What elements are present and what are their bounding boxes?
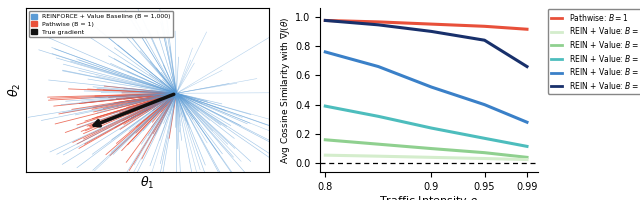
Y-axis label: $\theta_2$: $\theta_2$ [7, 83, 23, 97]
X-axis label: Traffic Intensity $\rho$: Traffic Intensity $\rho$ [379, 194, 479, 200]
Legend: REINFORCE + Value Baseline (B = 1,000), Pathwise (B = 1), True gradient: REINFORCE + Value Baseline (B = 1,000), … [29, 11, 173, 37]
Y-axis label: Avg Cossine Similarity with $\nabla J(\theta)$: Avg Cossine Similarity with $\nabla J(\t… [279, 16, 292, 164]
X-axis label: $\theta_1$: $\theta_1$ [140, 175, 154, 191]
Legend: Pathwise: $B = 1$, REIN + Value: $B = 1$, REIN + Value: $B = 10$, REIN + Value: : Pathwise: $B = 1$, REIN + Value: $B = 1$… [548, 9, 640, 94]
